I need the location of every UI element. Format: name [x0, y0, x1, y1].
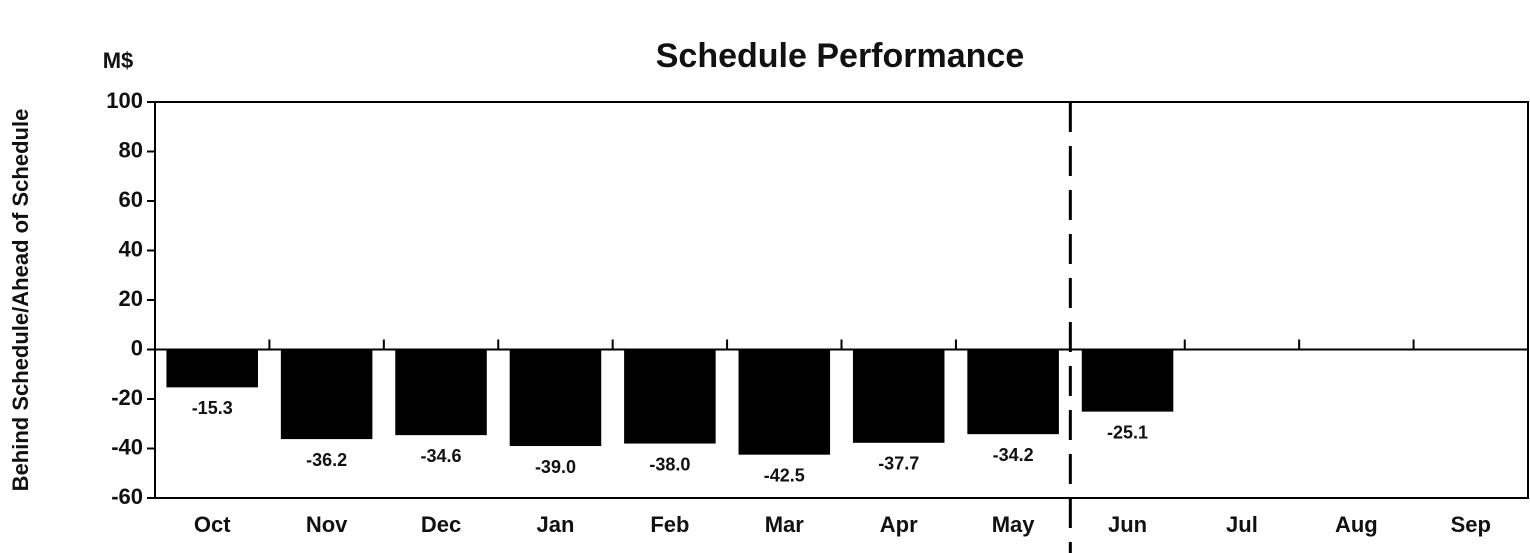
value-label: -15.3 — [192, 398, 233, 418]
x-tick-label: Dec — [421, 512, 461, 537]
value-label: -42.5 — [764, 465, 805, 485]
y-tick-label: 60 — [119, 187, 143, 212]
bar — [509, 349, 602, 447]
value-label: -36.2 — [306, 450, 347, 470]
value-label: -39.0 — [535, 457, 576, 477]
bar — [280, 349, 373, 440]
unit-label: M$ — [103, 48, 134, 73]
y-tick-label: -20 — [111, 385, 143, 410]
bar — [1081, 349, 1174, 412]
x-tick-label: Jan — [536, 512, 574, 537]
y-tick-label: 0 — [131, 335, 143, 360]
x-tick-label: Apr — [880, 512, 918, 537]
bar — [395, 349, 487, 436]
value-label: -37.7 — [878, 454, 919, 474]
y-tick-label: 20 — [119, 286, 143, 311]
y-tick-label: 100 — [106, 88, 143, 113]
value-label: -25.1 — [1107, 422, 1148, 442]
bar — [624, 349, 716, 444]
y-tick-label: 40 — [119, 236, 143, 261]
x-tick-label: Aug — [1335, 512, 1378, 537]
x-tick-label: Oct — [194, 512, 231, 537]
value-label: -34.2 — [993, 445, 1034, 465]
bar — [967, 349, 1059, 435]
bar — [738, 349, 831, 455]
y-axis-label: Behind Schedule/Ahead of Schedule — [8, 109, 33, 492]
x-tick-label: Jun — [1108, 512, 1147, 537]
x-tick-label: Jul — [1226, 512, 1258, 537]
x-tick-label: Sep — [1451, 512, 1491, 537]
y-tick-label: -40 — [111, 434, 143, 459]
x-tick-label: May — [992, 512, 1036, 537]
y-tick-label: 80 — [119, 137, 143, 162]
bar — [852, 349, 945, 443]
x-tick-label: Mar — [765, 512, 805, 537]
y-tick-label: -60 — [111, 484, 143, 509]
value-label: -38.0 — [649, 454, 690, 474]
x-tick-label: Nov — [306, 512, 348, 537]
chart-title: Schedule Performance — [656, 37, 1024, 75]
x-tick-label: Feb — [650, 512, 689, 537]
value-label: -34.6 — [421, 446, 462, 466]
bar — [166, 349, 258, 388]
